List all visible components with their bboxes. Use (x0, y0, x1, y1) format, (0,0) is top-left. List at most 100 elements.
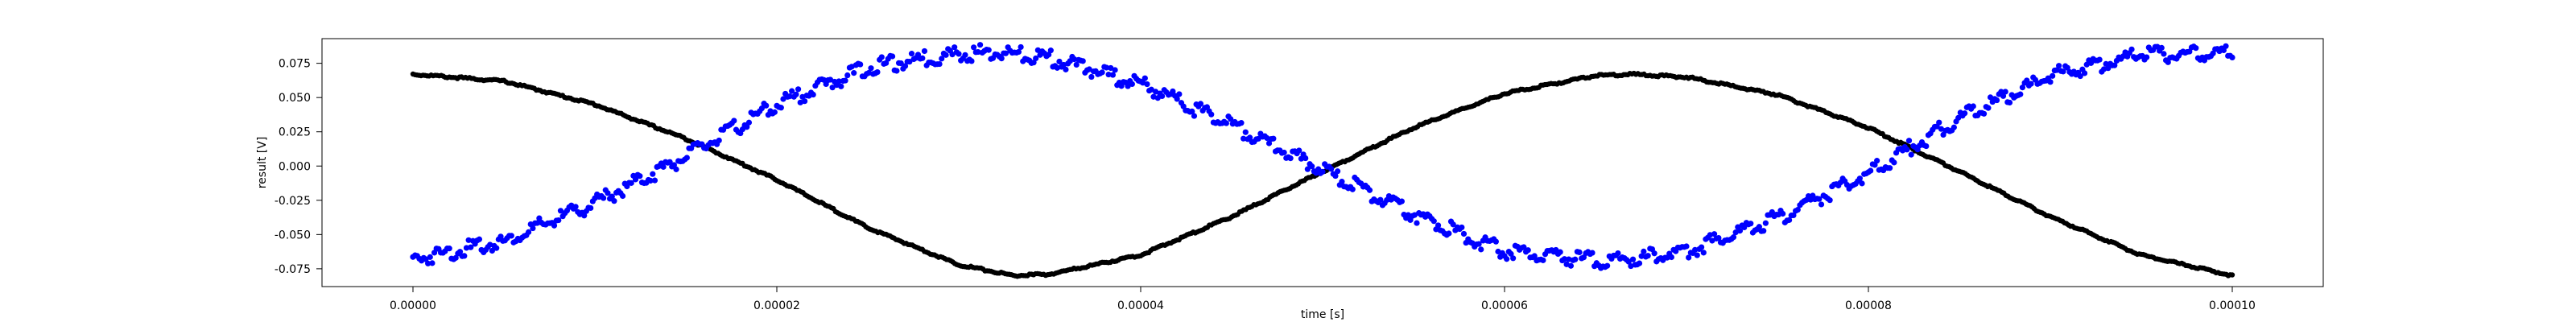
series-2-point (534, 220, 540, 226)
series-2-point (2019, 85, 2026, 91)
series-2-point (1478, 246, 1484, 253)
series-2-point (489, 247, 495, 254)
series-2-point (1741, 224, 1748, 231)
series-2-point (1993, 97, 2000, 104)
series-2-point (1629, 256, 1637, 262)
series-2-point (1339, 179, 1345, 185)
series-2-point (1859, 180, 1865, 187)
x-tick-label: 0.00002 (753, 299, 800, 312)
series-2-point (572, 204, 579, 210)
series-2-point (1242, 129, 1249, 135)
series-2-point (908, 51, 915, 57)
y-axis-label: result [V] (256, 137, 269, 189)
series-2-point (611, 198, 617, 204)
series-2-point (493, 245, 500, 251)
series-2-point (943, 52, 949, 58)
series-2-point (1576, 249, 1583, 256)
series-2-point (1711, 231, 1718, 237)
series-2-point (1970, 103, 1976, 109)
series-2-point (530, 225, 536, 232)
series-2-point (1073, 61, 1080, 68)
series-2-point (1521, 244, 1527, 250)
series-2-point (1962, 110, 1968, 117)
series-2-point (647, 177, 654, 184)
series-2-point (949, 52, 956, 58)
series-2-point (651, 177, 658, 184)
series-2-point (2103, 60, 2109, 67)
series-2-point (1699, 244, 1705, 250)
series-2-point (1786, 217, 1793, 223)
series-2-point (1557, 249, 1563, 255)
series-2-point (1756, 224, 1762, 230)
series-2-point (2223, 43, 2229, 49)
series-2-point (2081, 70, 2088, 76)
series-2-point (551, 222, 558, 229)
series-2-point (842, 77, 848, 84)
y-tick-label: -0.025 (275, 195, 311, 208)
series-2-point (1002, 50, 1009, 56)
series-2-point (468, 244, 474, 250)
series-2-point (1302, 155, 1309, 162)
series-2-point (1176, 91, 1183, 97)
series-2-point (844, 72, 851, 79)
series-2-point (851, 70, 857, 76)
series-2-point (465, 237, 472, 243)
series-2-point (1398, 198, 1405, 204)
series-2-point (1476, 241, 1482, 247)
series-2-point (2050, 72, 2056, 79)
series-2-point (601, 195, 607, 201)
series-2-point (1223, 120, 1229, 126)
series-2-point (731, 118, 737, 124)
series-2-point (1088, 73, 1095, 80)
series-1-points (410, 70, 2235, 279)
series-2-point (1414, 220, 1420, 226)
series-2-point (838, 83, 844, 89)
series-2-point (1287, 155, 1294, 162)
series-2-point (1080, 58, 1086, 64)
series-2-point (795, 86, 802, 93)
x-tick-label: 0.00008 (1845, 299, 1892, 312)
series-2-point (1112, 67, 1118, 73)
series-2-point (952, 44, 958, 51)
series-2-point (1780, 210, 1786, 217)
y-tick-label: 0.025 (279, 126, 311, 139)
series-2-point (667, 159, 673, 165)
series-2-point (1615, 250, 1621, 257)
series-2-point (1228, 116, 1234, 122)
series-2-point (525, 229, 532, 235)
series-2-point (1304, 166, 1311, 172)
series-2-point (1174, 96, 1180, 102)
series-2-point (1056, 58, 1063, 65)
series-2-point (1980, 110, 1988, 117)
series-2-point (1923, 142, 1930, 150)
series-2-point (898, 60, 904, 67)
series-2-point (1905, 138, 1913, 144)
series-2-point (971, 44, 977, 51)
series-2-point (1170, 88, 1176, 95)
series-2-point (1148, 86, 1154, 93)
series-2-point (1874, 158, 1880, 164)
series-2-point (1099, 69, 1105, 76)
series-2-point (1955, 114, 1962, 121)
series-2-point (836, 78, 842, 85)
series-2-point (1904, 147, 1910, 153)
series-2-point (1298, 155, 1305, 162)
series-2-point (2161, 51, 2167, 57)
series-2-point (1144, 80, 1150, 88)
series-2-point (1856, 175, 1863, 182)
series-2-point (429, 260, 436, 266)
series-2-point (1103, 64, 1110, 71)
series-2-point (1641, 248, 1647, 254)
series-2-point (939, 56, 945, 62)
series-2-point (1762, 220, 1769, 226)
series-2-point (2158, 44, 2165, 51)
series-2-point (1525, 247, 1531, 254)
series-2-point (2047, 79, 2054, 85)
series-2-point (1604, 262, 1611, 269)
series-2-point (1510, 255, 1517, 262)
y-tick-label: -0.075 (275, 263, 311, 276)
plot-layer (410, 42, 2235, 279)
series-2-point (921, 47, 928, 55)
series-2-point (968, 58, 975, 64)
